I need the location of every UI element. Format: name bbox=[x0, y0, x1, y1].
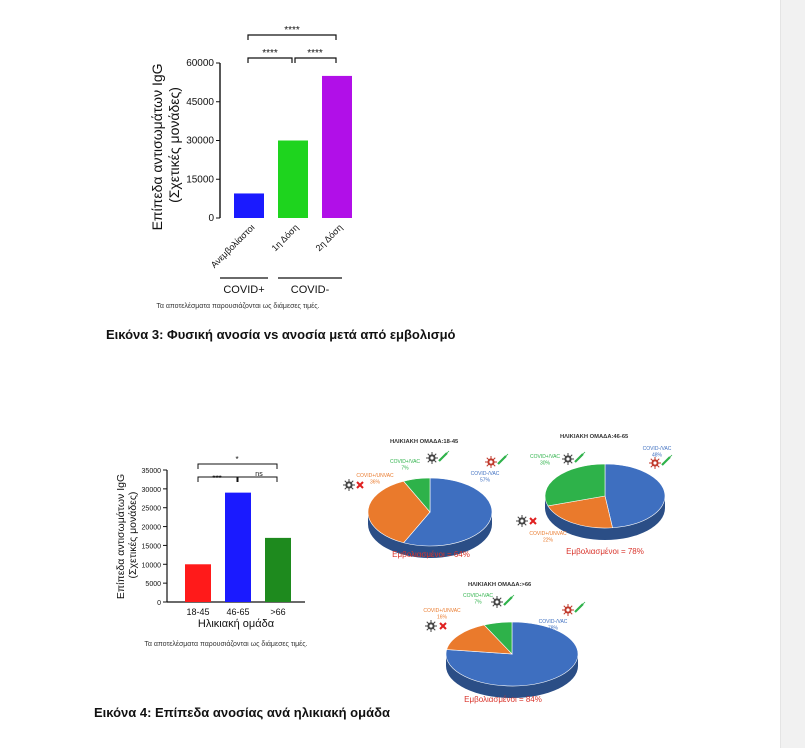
virus-icon bbox=[516, 515, 528, 527]
sig-label-18-45-vs-66: * bbox=[235, 455, 238, 464]
pie-label: COVID+/UNVAC bbox=[423, 608, 461, 614]
pie-label: 48% bbox=[652, 453, 663, 459]
cross-icon bbox=[439, 622, 447, 630]
significance-brackets bbox=[247, 34, 337, 63]
y-tick-label: 10000 bbox=[142, 562, 162, 569]
syringe-icon bbox=[497, 453, 509, 465]
pie-title: ΗΛΙΚΙΑΚΗ ΟΜΑΔΑ:46-65 bbox=[560, 434, 629, 440]
pie-label: COVID-/VAC bbox=[643, 446, 672, 452]
pie-label: 22% bbox=[543, 538, 554, 544]
pie-slice-COVID+/UNVAC bbox=[547, 495, 613, 529]
vaccinated-percentage: Εμβολιασμένοι = 64% bbox=[392, 550, 470, 559]
pie-slice-COVID+/VAC bbox=[483, 621, 513, 655]
bar-1η Δόση bbox=[278, 140, 308, 218]
pie-slice-COVID-/VAC bbox=[604, 463, 666, 529]
bar-18-45 bbox=[185, 564, 211, 602]
right-scroll-panel[interactable] bbox=[780, 0, 805, 748]
bar-46-65 bbox=[225, 492, 251, 602]
syringe-icon bbox=[503, 594, 515, 606]
y-tick-label: 25000 bbox=[142, 506, 162, 513]
pie-label: COVID+/VAC bbox=[390, 459, 420, 465]
sig-label-46-65-vs-66: ns bbox=[255, 471, 263, 478]
sig-label-2: **** bbox=[307, 48, 323, 59]
y-tick-label: 45000 bbox=[186, 97, 214, 108]
group-label-covid-neg: COVID- bbox=[291, 284, 330, 296]
figure4-caption: Εικόνα 4: Επίπεδα ανοσίας ανά ηλικιακή ο… bbox=[94, 705, 390, 720]
sig-label-18-45-vs-46-65: *** bbox=[212, 474, 221, 483]
syringe-icon bbox=[574, 601, 586, 613]
pie-slice-COVID+/VAC bbox=[403, 477, 431, 513]
pie-title: ΗΛΙΚΙΑΚΗ ΟΜΑΔΑ:>66 bbox=[468, 582, 532, 588]
pie-label: COVID+/UNVAC bbox=[356, 473, 394, 479]
sig-label-1: **** bbox=[262, 48, 278, 59]
pie-label: 30% bbox=[540, 461, 551, 467]
y-tick-label: 30000 bbox=[186, 136, 214, 147]
cross-icon bbox=[529, 517, 537, 525]
pie-label: 36% bbox=[370, 480, 381, 486]
pie-slice-COVID+/UNVAC bbox=[446, 624, 513, 655]
figure4-note: Τα αποτελέσματα παρουσιάζονται ως διάμεσ… bbox=[144, 640, 307, 648]
pie-label: 7% bbox=[401, 466, 409, 472]
figure4-xlabel: Ηλικιακή ομάδα bbox=[198, 618, 275, 630]
figure3-caption: Εικόνα 3: Φυσική ανοσία vs ανοσία μετά α… bbox=[106, 327, 456, 342]
figure3-ylabel: Επίπεδα αντισωμάτων IgG (Σχετικές μονάδε… bbox=[149, 60, 182, 231]
pie-label: 57% bbox=[480, 478, 491, 484]
bar-2η Δόση bbox=[322, 75, 352, 219]
x-tick-label: 18-45 bbox=[186, 607, 209, 617]
y-tick-label: 0 bbox=[208, 213, 214, 224]
x-tick-label: >66 bbox=[270, 607, 285, 617]
y-tick-label: 15000 bbox=[142, 543, 162, 550]
pie-title: ΗΛΙΚΙΑΚΗ ΟΜΑΔΑ:18-45 bbox=[390, 439, 459, 445]
pie-slice-COVID-/VAC bbox=[403, 477, 493, 547]
pie-label: COVID+/VAC bbox=[463, 593, 493, 599]
virus-icon bbox=[426, 452, 438, 464]
vaccinated-percentage: Εμβολιασμένοι = 78% bbox=[566, 547, 644, 556]
figure4-brackets bbox=[197, 463, 278, 482]
pie-slice-COVID+/UNVAC bbox=[367, 480, 431, 544]
virus-icon bbox=[425, 620, 437, 632]
pie-label: COVID-/VAC bbox=[539, 619, 568, 625]
pie-slice-COVID+/VAC bbox=[544, 463, 606, 507]
y-tick-label: 30000 bbox=[142, 487, 162, 494]
pie-label: 78% bbox=[548, 626, 559, 632]
bar-Ανεμβολίαστοι bbox=[234, 193, 264, 218]
y-tick-label: 60000 bbox=[186, 58, 214, 69]
pie-label: 7% bbox=[474, 600, 482, 606]
y-tick-label: 0 bbox=[157, 600, 161, 607]
sig-label-3: **** bbox=[284, 25, 300, 36]
virus-icon bbox=[485, 456, 497, 468]
virus-icon bbox=[343, 479, 355, 491]
figure4-ylabel: Επίπεδα αντισωμάτων IgG (Σχετικές μονάδε… bbox=[115, 471, 139, 599]
pie-label: COVID-/VAC bbox=[471, 471, 500, 477]
y-tick-label: 20000 bbox=[142, 525, 162, 532]
figure4-bar-chart: 0 5000 10000 15000 20000 25000 30000 35000 Επίπ… bbox=[115, 455, 308, 648]
figure3-note: Τα αποτελέσματα παρουσιάζονται ως διάμεσ… bbox=[156, 302, 319, 310]
pie-label: COVID+/UNVAC bbox=[529, 531, 567, 537]
syringe-icon bbox=[574, 451, 586, 463]
syringe-icon bbox=[661, 454, 673, 466]
y-tick-label: 15000 bbox=[186, 174, 214, 185]
y-tick-label: 35000 bbox=[142, 468, 162, 475]
virus-icon bbox=[562, 453, 574, 465]
virus-icon bbox=[562, 604, 574, 616]
y-tick-label: 5000 bbox=[145, 581, 161, 588]
document-page: 0 15000 30000 45000 60000 Επίπεδα αντισωμάτω… bbox=[94, 8, 700, 720]
cross-icon bbox=[356, 481, 364, 489]
pie-label: 16% bbox=[437, 615, 448, 621]
group-label-covid-pos: COVID+ bbox=[223, 284, 264, 296]
virus-icon bbox=[491, 596, 503, 608]
syringe-icon bbox=[438, 450, 450, 462]
figure4-pie-charts: ΗΛΙΚΙΑΚΗ ΟΜΑΔΑ:18-45COVID-/VAC57%COVID+/… bbox=[343, 434, 673, 704]
bar->66 bbox=[265, 537, 291, 602]
pie-label: COVID+/VAC bbox=[530, 454, 560, 460]
virus-icon bbox=[649, 457, 661, 469]
vaccinated-percentage: Εμβολιασμένοι = 84% bbox=[464, 695, 542, 704]
figure3-chart: 0 15000 30000 45000 60000 Επίπεδα αντισωμάτω… bbox=[110, 8, 700, 318]
x-tick-label: 46-65 bbox=[226, 607, 249, 617]
